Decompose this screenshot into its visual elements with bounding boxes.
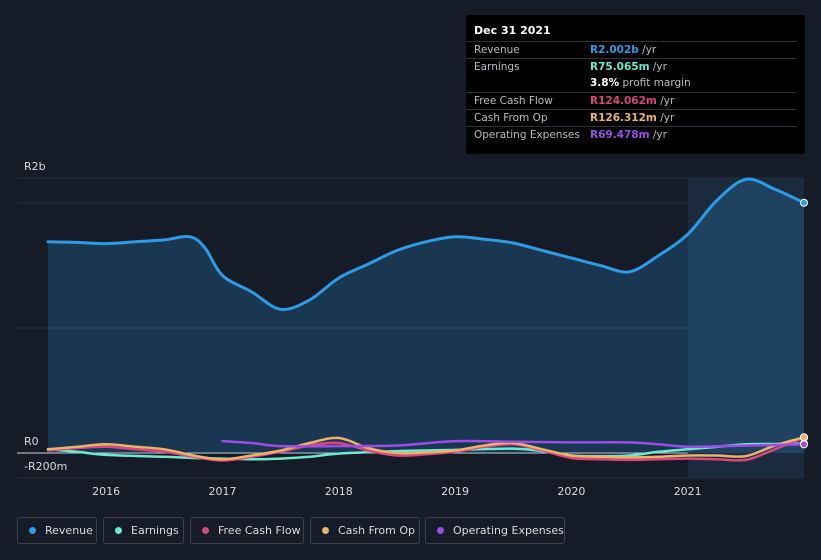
x-tick-label: 2019 [441, 485, 469, 498]
legend-label: Operating Expenses [453, 524, 564, 537]
series-lines [46, 177, 806, 462]
x-tick-label: 2018 [325, 485, 353, 498]
tooltip-value: R124.062m /yr [590, 95, 674, 107]
legend-label: Cash From Op [338, 524, 416, 537]
unit-text: /yr [638, 44, 657, 56]
tooltip-row-free-cash-flow: Free Cash Flow R124.062m /yr [466, 92, 797, 109]
legend-operating-expenses[interactable]: Operating Expenses [425, 517, 565, 544]
tooltip-row-earnings: Earnings R75.065m /yr [466, 58, 797, 75]
series-end-markers [800, 198, 808, 449]
value-text: R2.002b [590, 44, 639, 56]
tooltip-label: Revenue [474, 44, 520, 56]
y-axis-labels: R2b R0 -R200m [24, 160, 67, 473]
tooltip-panel: Dec 31 2021 Revenue R2.002b /yr Earnings… [466, 15, 805, 154]
tooltip-value: R126.312m /yr [590, 112, 674, 124]
unit-text: profit margin [619, 77, 691, 89]
legend-revenue[interactable]: Revenue [17, 517, 97, 544]
tooltip-label: Free Cash Flow [474, 95, 553, 107]
free-cash-flow-line [46, 436, 806, 462]
value-text: R126.312m [590, 112, 657, 124]
unit-text: /yr [656, 112, 675, 124]
y-tick-label: R0 [24, 435, 39, 448]
value-text: R69.478m [590, 129, 650, 141]
revenue-area [48, 179, 804, 453]
x-axis-labels: 2016 2017 2018 2019 2020 2021 [92, 485, 702, 498]
value-text: R124.062m [590, 95, 657, 107]
tooltip-label: Operating Expenses [474, 129, 580, 141]
legend-dot-icon [437, 527, 444, 534]
operating-expenses-line [221, 439, 806, 449]
tooltip-value: 3.8% profit margin [590, 77, 691, 89]
legend-dot-icon [322, 527, 329, 534]
legend-dot-icon [115, 527, 122, 534]
operating-expenses-end-marker [800, 440, 808, 449]
grid-lines [17, 177, 804, 479]
y-tick-label: -R200m [24, 460, 67, 473]
legend-label: Free Cash Flow [218, 524, 301, 537]
value-text: 3.8% [590, 77, 620, 89]
x-tick-label: 2020 [557, 485, 585, 498]
tooltip-label: Cash From Op [474, 112, 548, 124]
legend-label: Revenue [45, 524, 93, 537]
tooltip-value: R2.002b /yr [590, 44, 656, 56]
tooltip-row-operating-expenses: Operating Expenses R69.478m /yr [466, 126, 797, 143]
x-tick-label: 2016 [92, 485, 120, 498]
legend-dot-icon [29, 527, 36, 534]
value-text: R75.065m [590, 61, 650, 73]
tooltip-date: Dec 31 2021 [474, 24, 551, 37]
revenue-line [46, 177, 806, 311]
cash-from-op-end-marker [800, 433, 808, 442]
tooltip-value: R75.065m /yr [590, 61, 667, 73]
unit-text: /yr [656, 95, 675, 107]
cash-from-op-line [46, 436, 806, 461]
tooltip-row-revenue: Revenue R2.002b /yr [466, 41, 797, 58]
legend-dot-icon [202, 527, 209, 534]
tooltip-label: Earnings [474, 61, 520, 73]
x-tick-label: 2017 [208, 485, 236, 498]
x-tick-label: 2021 [674, 485, 702, 498]
legend-label: Earnings [131, 524, 179, 537]
revenue-end-marker [800, 198, 808, 207]
tooltip-row-profit-margin: 3.8% profit margin [466, 75, 797, 91]
unit-text: /yr [649, 129, 667, 141]
unit-text: /yr [649, 61, 667, 73]
legend-earnings[interactable]: Earnings [103, 517, 184, 544]
y-tick-label: R2b [24, 160, 46, 173]
tooltip-value: R69.478m /yr [590, 129, 667, 141]
tooltip-row-cash-from-op: Cash From Op R126.312m /yr [466, 109, 797, 126]
highlight-region [687, 178, 804, 478]
legend-cash-from-op[interactable]: Cash From Op [310, 517, 420, 544]
legend-free-cash-flow[interactable]: Free Cash Flow [190, 517, 304, 544]
